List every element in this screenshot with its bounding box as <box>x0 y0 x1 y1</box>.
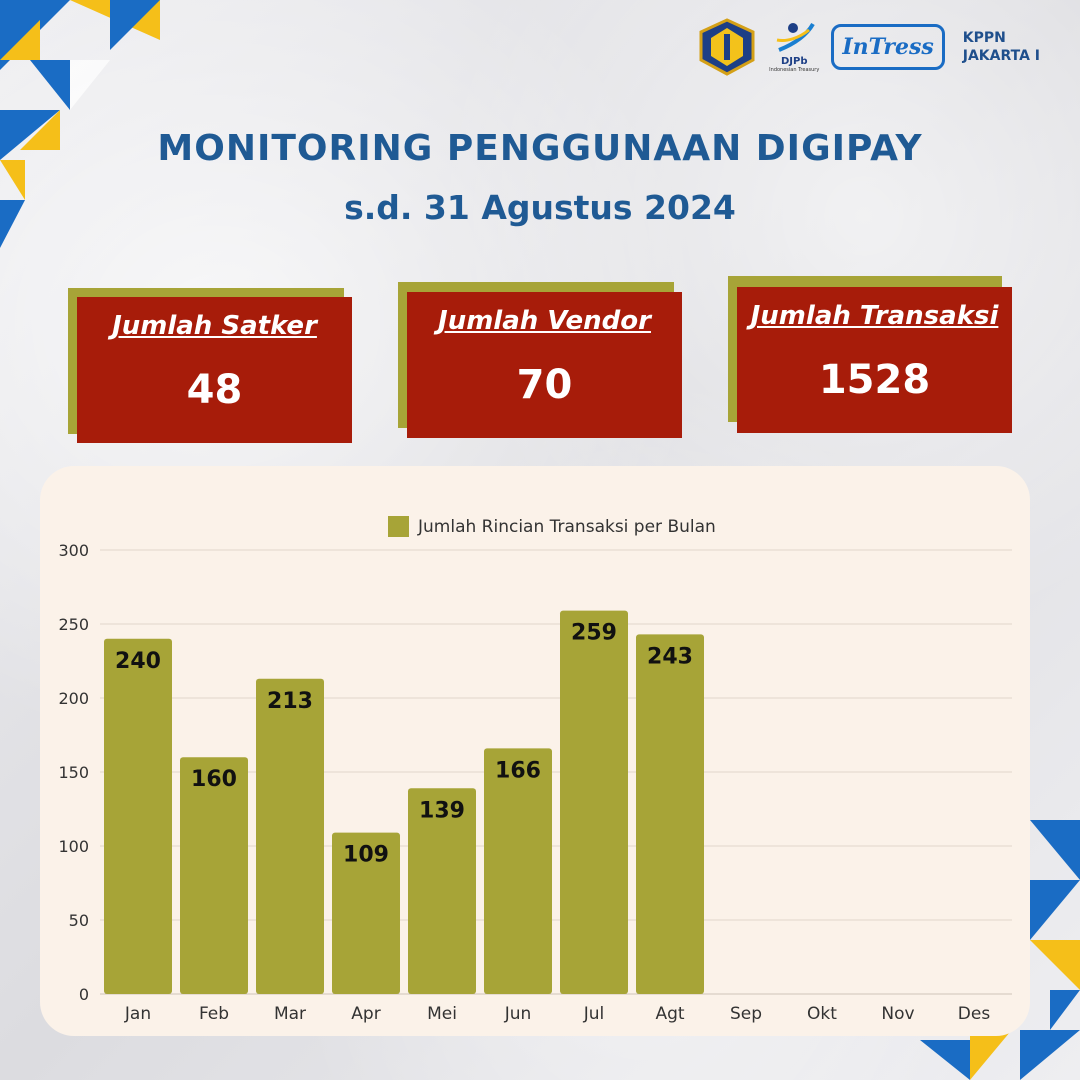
bar-value-label: 109 <box>343 843 389 868</box>
bar <box>104 638 172 994</box>
x-tick-label: Mei <box>427 1004 457 1024</box>
card-label: Jumlah Satker <box>112 311 317 341</box>
kppn-label: KPPN JAKARTA I <box>963 29 1040 65</box>
bar <box>408 788 476 994</box>
djpb-subtext: Indonesian Treasury <box>769 67 820 73</box>
bar-value-label: 166 <box>495 758 541 783</box>
y-tick-label: 200 <box>58 689 89 708</box>
y-tick-label: 0 <box>79 985 89 1004</box>
x-axis: Jan Feb Mar Apr Mei Jun Jul Agt Sep Okt Nov Des <box>124 1004 990 1024</box>
y-tick-label: 100 <box>58 837 89 856</box>
x-tick-label: Des <box>958 1004 991 1024</box>
bar <box>484 748 552 994</box>
bar <box>180 757 248 994</box>
page-subtitle: s.d. 31 Agustus 2024 <box>344 188 736 227</box>
bar-value-label: 213 <box>267 689 313 714</box>
page-title: MONITORING PENGGUNAAN DIGIPAY <box>157 128 923 169</box>
y-tick-label: 250 <box>58 615 89 634</box>
x-tick-label: Sep <box>730 1004 762 1024</box>
decorative-pattern-top-left <box>0 0 160 248</box>
card-body: Jumlah Satker 48 <box>77 297 352 443</box>
bar <box>256 678 324 994</box>
x-tick-label: Mar <box>274 1004 306 1024</box>
legend-swatch <box>388 516 409 537</box>
card-body: Jumlah Vendor 70 <box>407 292 682 438</box>
bar-value-label: 160 <box>191 767 237 792</box>
x-tick-label: Nov <box>881 1004 914 1024</box>
kppn-line1: KPPN <box>962 30 1006 46</box>
bar <box>332 832 400 994</box>
djpb-text: DJPb <box>780 56 808 67</box>
card-body: Jumlah Transaksi 1528 <box>737 287 1012 433</box>
card-label: Jumlah Vendor <box>438 306 651 336</box>
x-tick-label: Feb <box>199 1004 229 1024</box>
header-logos: DJPb Indonesian Treasury InTress KPPN JA… <box>697 18 1040 76</box>
card-value: 48 <box>186 367 243 413</box>
card-value: 70 <box>516 362 573 408</box>
legend-label: Jumlah Rincian Transaksi per Bulan <box>417 517 716 537</box>
kppn-line2: JAKARTA I <box>962 48 1040 64</box>
x-tick-label: Jan <box>124 1004 151 1024</box>
bar-value-label: 139 <box>419 798 465 823</box>
x-tick-label: Okt <box>807 1004 837 1024</box>
x-tick-label: Jul <box>583 1004 605 1024</box>
kemenkeu-logo <box>697 18 757 76</box>
x-tick-label: Agt <box>655 1004 684 1024</box>
chart-bars <box>104 610 704 994</box>
y-tick-label: 150 <box>58 763 89 782</box>
chart-gridlines <box>100 549 1012 995</box>
bar-value-label: 240 <box>115 649 161 674</box>
bar-value-label: 259 <box>571 621 617 646</box>
bar <box>636 634 704 994</box>
chart-legend: Jumlah Rincian Transaksi per Bulan <box>388 516 716 537</box>
djpb-logo: DJPb Indonesian Treasury <box>769 20 819 74</box>
card-label: Jumlah Transaksi <box>750 301 999 331</box>
bar-value-label: 243 <box>647 644 693 669</box>
intress-text: InTress <box>842 34 934 60</box>
intress-logo: InTress <box>831 24 945 70</box>
bar <box>560 610 628 994</box>
y-tick-label: 50 <box>69 911 89 930</box>
x-tick-label: Apr <box>351 1004 380 1024</box>
data-labels: 240 160 213 109 139 166 259 243 <box>115 621 693 868</box>
x-tick-label: Jun <box>504 1004 532 1024</box>
card-value: 1528 <box>818 357 931 403</box>
y-axis: 0 50 100 150 200 250 300 <box>58 541 89 1004</box>
y-tick-label: 300 <box>58 541 89 560</box>
